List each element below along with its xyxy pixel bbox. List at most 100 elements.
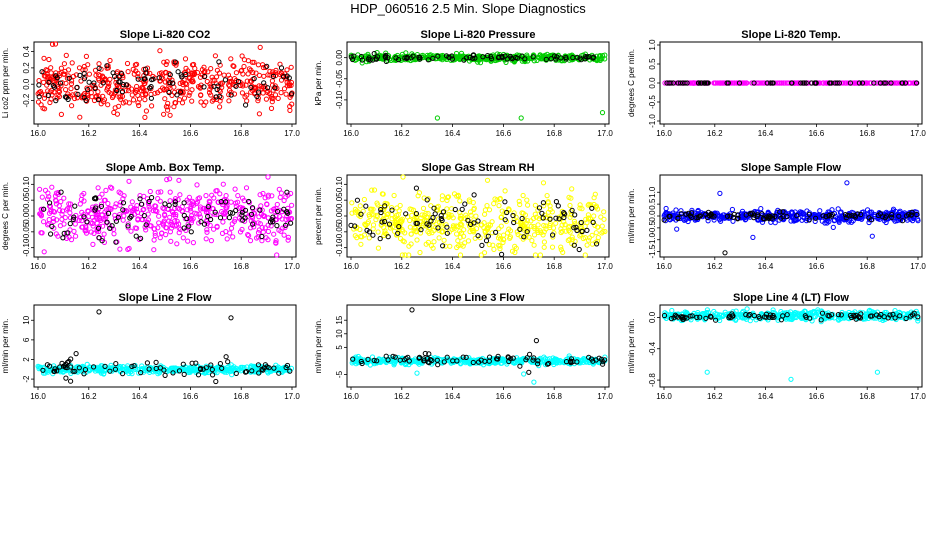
data-point xyxy=(239,90,245,96)
data-point xyxy=(91,82,97,89)
y-axis-label: degrees C per min. xyxy=(627,49,636,117)
data-point xyxy=(253,70,259,76)
data-point xyxy=(208,216,214,223)
data-point xyxy=(577,202,583,208)
data-point xyxy=(421,218,427,224)
y-tick-label: -0.05 xyxy=(335,222,344,241)
data-point xyxy=(278,90,284,96)
data-point xyxy=(128,228,134,234)
data-point xyxy=(135,74,141,80)
data-point xyxy=(462,201,468,207)
data-point xyxy=(416,190,423,196)
data-point xyxy=(259,207,265,213)
data-point xyxy=(798,80,804,86)
data-point xyxy=(147,85,153,91)
data-point xyxy=(439,229,445,235)
data-point xyxy=(382,218,388,225)
data-point xyxy=(402,230,408,236)
data-point xyxy=(249,211,255,217)
data-point xyxy=(70,368,76,374)
data-point xyxy=(562,211,568,217)
data-point xyxy=(228,225,235,231)
data-point xyxy=(601,209,607,215)
data-point xyxy=(421,358,427,364)
data-point xyxy=(541,203,547,209)
data-point xyxy=(528,223,534,229)
data-point xyxy=(574,54,580,60)
data-point xyxy=(842,212,848,218)
data-point xyxy=(278,228,284,234)
data-point xyxy=(220,181,226,187)
y-axis-label: ml/min per min. xyxy=(627,189,636,244)
data-point xyxy=(198,92,204,99)
data-point xyxy=(754,212,761,218)
data-point xyxy=(543,223,549,229)
data-point xyxy=(664,80,670,86)
data-point xyxy=(105,102,111,108)
data-point xyxy=(484,177,491,183)
data-point xyxy=(761,80,768,86)
data-point xyxy=(479,242,485,249)
data-point xyxy=(516,198,522,204)
data-point xyxy=(55,92,61,98)
data-point xyxy=(780,313,786,319)
data-point xyxy=(189,87,195,93)
data-point xyxy=(233,70,239,76)
data-point xyxy=(392,215,398,221)
data-point xyxy=(802,313,808,319)
data-point xyxy=(167,189,173,195)
data-point xyxy=(109,94,116,101)
data-point xyxy=(722,80,728,86)
data-point xyxy=(794,213,800,219)
data-point xyxy=(542,55,548,61)
data-point xyxy=(263,96,269,102)
x-tick-label: 16.2 xyxy=(707,262,723,271)
data-point xyxy=(409,206,415,213)
x-tick-label: 16.8 xyxy=(546,129,562,138)
data-point xyxy=(777,209,783,215)
data-point xyxy=(227,210,233,216)
data-point xyxy=(98,201,105,207)
data-point xyxy=(883,219,889,226)
data-point xyxy=(385,357,391,363)
data-point xyxy=(704,307,711,313)
data-point xyxy=(269,78,275,84)
data-point xyxy=(261,213,267,220)
data-point xyxy=(717,190,723,197)
data-point xyxy=(190,200,196,206)
data-point xyxy=(591,54,597,60)
data-point xyxy=(209,74,215,80)
data-point xyxy=(742,217,748,223)
data-point xyxy=(703,80,710,86)
data-point xyxy=(430,245,436,251)
data-point xyxy=(119,89,126,95)
data-point xyxy=(273,240,279,246)
data-point xyxy=(910,218,916,224)
data-point xyxy=(553,220,559,226)
data-point xyxy=(801,215,807,221)
data-point xyxy=(735,312,741,318)
data-point xyxy=(97,73,103,79)
data-point xyxy=(216,87,222,93)
data-point xyxy=(197,365,204,372)
data-point xyxy=(287,368,293,374)
data-point xyxy=(230,234,236,240)
data-point xyxy=(711,80,717,86)
data-point xyxy=(450,358,456,364)
data-point xyxy=(451,191,458,197)
data-point xyxy=(541,244,547,250)
data-point xyxy=(909,209,915,215)
plot-frame xyxy=(33,41,297,125)
data-point xyxy=(402,361,409,368)
data-point xyxy=(255,62,261,68)
data-point xyxy=(428,203,434,209)
data-point xyxy=(35,99,42,105)
data-point xyxy=(494,356,500,362)
data-point xyxy=(62,364,69,370)
data-point xyxy=(733,80,739,86)
data-point xyxy=(262,362,268,368)
data-point xyxy=(844,180,850,186)
data-point xyxy=(602,56,608,62)
